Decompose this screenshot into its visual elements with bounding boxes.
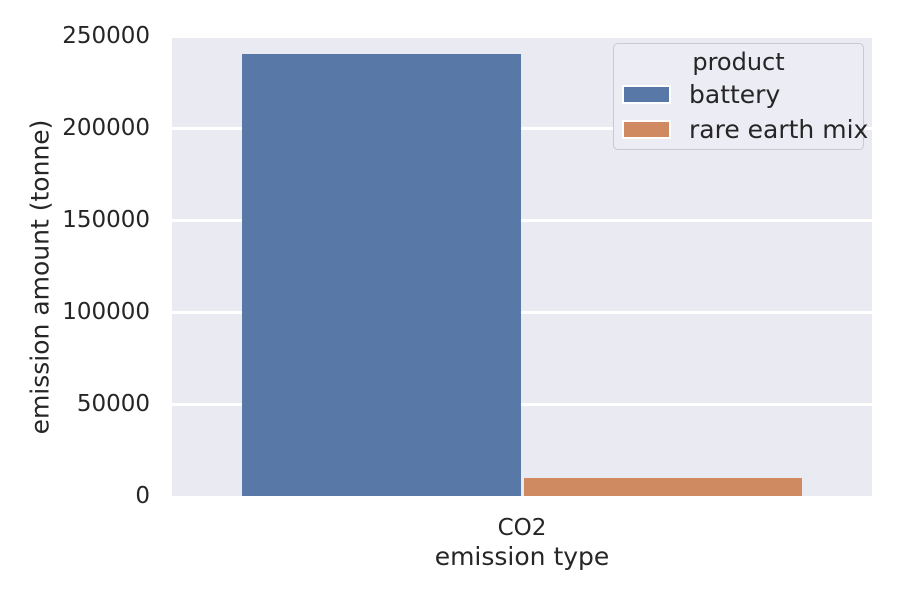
- y-tick-label-200000: 200000: [62, 115, 150, 141]
- y-tick-label-250000: 250000: [62, 23, 150, 49]
- legend-item-rare-earth-mix: rare earth mix: [614, 112, 868, 147]
- y-axis-label: emission amount (tonne): [25, 119, 55, 435]
- y-tick-label-150000: 150000: [62, 207, 150, 233]
- x-tick-label-CO2: CO2: [497, 515, 547, 541]
- y-tick-label-100000: 100000: [62, 299, 150, 325]
- gridline-y-200000: [172, 126, 872, 130]
- gridline-y-100000: [172, 310, 872, 314]
- gridline-y-250000: [172, 34, 872, 38]
- y-tick-label-50000: 50000: [76, 391, 150, 417]
- legend-swatch-icon: [622, 85, 671, 104]
- y-tick-label-0: 0: [135, 483, 150, 509]
- legend-item-battery: battery: [614, 77, 863, 112]
- legend: product battery rare earth mix: [613, 43, 868, 150]
- legend-label: rare earth mix: [689, 115, 869, 144]
- bar-battery: [242, 54, 521, 496]
- legend-swatch-icon: [622, 120, 671, 139]
- gridline-y-50000: [172, 402, 872, 406]
- legend-title: product: [692, 48, 785, 76]
- legend-label: battery: [689, 80, 781, 109]
- gridline-y-150000: [172, 218, 872, 222]
- x-axis-label: emission type: [434, 542, 610, 571]
- bar-rare-earth-mix: [523, 477, 802, 496]
